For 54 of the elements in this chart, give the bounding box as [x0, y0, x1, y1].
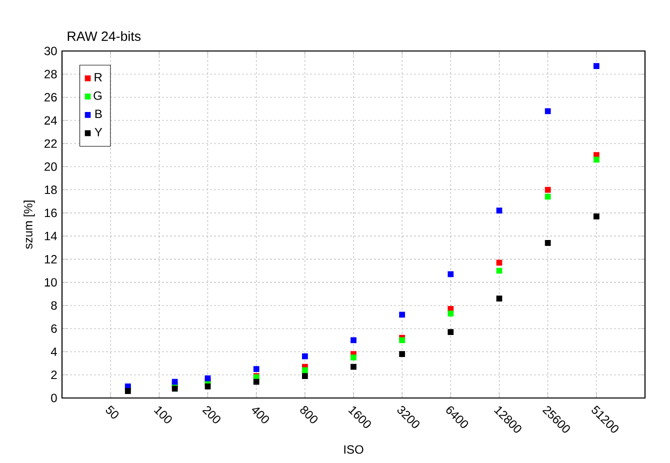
point: [399, 337, 406, 344]
point: [448, 310, 454, 316]
legend-label: Y: [94, 128, 102, 136]
point: [448, 271, 454, 278]
point: [204, 383, 211, 390]
y-tick-label: 28: [44, 70, 57, 78]
legend-label: R: [94, 73, 102, 82]
y-tick-label: 8: [51, 301, 57, 310]
point: [204, 375, 211, 382]
point: [448, 329, 454, 335]
y-tick-label: 12: [44, 254, 57, 264]
legend-label: G: [94, 91, 102, 100]
point: [593, 156, 600, 163]
y-tick-label: 30: [44, 46, 57, 56]
x-tick-label: 200: [202, 406, 220, 424]
y-tick-label: 14: [44, 232, 57, 240]
y-tick-label: 10: [44, 278, 57, 287]
point: [302, 353, 308, 360]
x-tick-label: 50: [106, 405, 119, 419]
point: [593, 63, 600, 69]
y-tick-label: 0: [51, 394, 57, 402]
y-axis-title: szum [%]: [24, 200, 35, 249]
y-tick-label: 4: [50, 348, 57, 356]
point: [544, 240, 551, 246]
point: [302, 367, 308, 374]
chart-title: RAW 24-bits: [68, 31, 141, 41]
point: [253, 378, 260, 385]
point: [544, 194, 551, 200]
x-tick-label: 100: [154, 406, 172, 424]
y-tick-label: 6: [51, 324, 57, 333]
y-tick-label: 22: [44, 139, 57, 148]
y-tick-label: 18: [44, 186, 57, 194]
point: [496, 296, 502, 302]
legend-label: B: [95, 110, 102, 118]
point: [350, 364, 356, 370]
point: [496, 260, 502, 266]
point: [399, 312, 406, 318]
x-tick-label: 400: [252, 408, 269, 424]
y-tick-label: 26: [44, 93, 57, 102]
point: [350, 337, 356, 344]
point: [544, 186, 551, 193]
y-tick-label: 2: [51, 370, 57, 380]
x-axis-title: ISO: [344, 445, 364, 454]
point: [350, 354, 356, 360]
point: [593, 213, 600, 220]
point: [496, 208, 502, 214]
y-tick-label: 16: [44, 208, 57, 218]
point: [544, 108, 551, 114]
point: [302, 373, 308, 379]
y-tick-label: 20: [44, 162, 57, 171]
point: [399, 351, 406, 357]
point: [253, 366, 260, 372]
x-tick-label: 800: [300, 406, 318, 424]
y-tick-label: 24: [44, 116, 57, 125]
